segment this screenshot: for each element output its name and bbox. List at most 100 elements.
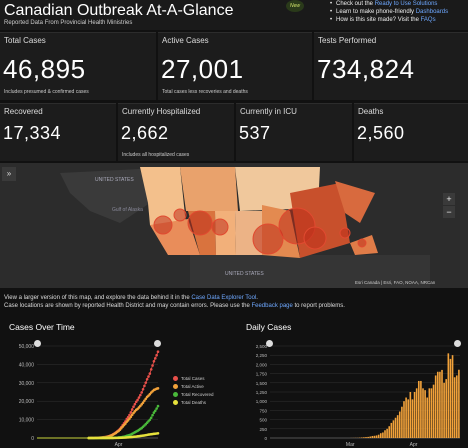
- chart-slider-handle[interactable]: [154, 340, 161, 347]
- data-point: [149, 416, 153, 420]
- solutions-link[interactable]: Ready to Use Solutions: [374, 1, 438, 7]
- chart-slider-handle[interactable]: [34, 340, 41, 347]
- header-link-item: • Check out the Ready to Use Solutions: [330, 0, 448, 8]
- bar: [398, 411, 401, 438]
- data-point: [153, 357, 157, 360]
- link-text: Check out the: [336, 1, 375, 7]
- y-tick-label: 2,250: [256, 353, 268, 358]
- x-tick-label: Mar: [346, 442, 355, 448]
- case-circle[interactable]: [252, 223, 284, 255]
- page-subtitle: Reported Data From Provincial Health Min…: [4, 20, 133, 26]
- bar: [443, 382, 445, 438]
- bar: [434, 375, 437, 438]
- y-tick-label: 30,000: [19, 381, 35, 387]
- explorer-link[interactable]: Case Data Explorer Tool: [191, 295, 257, 301]
- total-cases-note: Includes presumed & confirmed cases: [4, 89, 89, 95]
- zoom-out-button[interactable]: −: [443, 206, 455, 218]
- y-tick-label: 0: [264, 436, 267, 441]
- data-point: [148, 372, 152, 375]
- bar: [449, 358, 452, 438]
- bar: [409, 392, 412, 438]
- header-link-item: • How is this site made? Visit the FAQs: [330, 16, 448, 24]
- case-circle[interactable]: [173, 208, 187, 222]
- hospitalized-value: 2,662: [121, 123, 169, 143]
- bar: [377, 434, 380, 438]
- bar: [375, 435, 378, 438]
- case-circle[interactable]: [187, 210, 213, 236]
- bar: [373, 435, 376, 438]
- bar: [360, 437, 363, 438]
- bar: [379, 433, 382, 438]
- case-map[interactable]: UNITED STATES Gulf of Alaska UNITED STAT…: [0, 163, 468, 288]
- data-point: [151, 413, 154, 417]
- map-expand-button[interactable]: »: [2, 167, 16, 181]
- series-line: [37, 405, 159, 439]
- usa-region: [190, 255, 430, 288]
- chart-slider-handle[interactable]: [454, 340, 461, 347]
- bar: [394, 417, 397, 438]
- faqs-link[interactable]: FAQs: [420, 17, 436, 23]
- data-point: [130, 408, 134, 411]
- bullet-icon: •: [330, 1, 333, 7]
- case-circle[interactable]: [211, 218, 229, 236]
- bullet-icon: •: [330, 17, 333, 23]
- cases-legend: Total Cases Total Active Total Recovered…: [173, 376, 214, 408]
- data-point: [144, 397, 148, 401]
- x-tick-label: Apr: [115, 442, 123, 448]
- chart-slider-handle[interactable]: [266, 340, 273, 347]
- y-tick-label: 20,000: [19, 399, 35, 405]
- data-point: [128, 413, 131, 417]
- bar: [365, 437, 367, 438]
- y-tick-label: 1,250: [256, 390, 268, 395]
- legend-dot: [173, 392, 178, 397]
- data-point: [130, 413, 134, 417]
- bar: [432, 384, 435, 438]
- bar: [384, 430, 386, 438]
- legend-label: Total Deaths: [181, 400, 207, 405]
- y-tick-label: 500: [259, 418, 267, 423]
- data-point: [134, 400, 138, 404]
- active-cases-note: Total cases less recoveries and deaths: [162, 89, 248, 95]
- map-caption: View a larger version of this map, and e…: [4, 294, 464, 310]
- data-point: [143, 384, 146, 388]
- caption-line-1: View a larger version of this map, and e…: [4, 294, 464, 302]
- legend-item: Total Deaths: [173, 400, 214, 405]
- bar: [441, 369, 443, 438]
- feedback-link[interactable]: Feedback page: [251, 303, 293, 309]
- dashboards-link[interactable]: Dashboards: [415, 9, 449, 15]
- bar: [369, 436, 372, 438]
- bar: [405, 397, 407, 438]
- data-point: [156, 404, 160, 408]
- case-circle[interactable]: [153, 215, 173, 235]
- cases-over-time-chart: 0 10,000 20,000 30,000 40,000 50,000 Apr: [19, 344, 160, 448]
- map-label: UNITED STATES: [225, 271, 264, 277]
- link-text: How is this site made? Visit the: [336, 17, 421, 23]
- recovered-label: Recovered: [4, 107, 43, 116]
- legend-dot: [173, 400, 178, 405]
- map-attribution: Esri Canada | Esri, FAO, NOAA, NRCan: [355, 280, 436, 285]
- zoom-in-button[interactable]: +: [443, 193, 455, 205]
- legend-dot: [173, 376, 178, 381]
- data-point: [155, 407, 158, 410]
- labrador-region: [335, 181, 375, 223]
- y-tick-label: 0: [31, 436, 34, 442]
- tests-value: 734,824: [317, 54, 415, 84]
- yukon-region: [140, 167, 186, 225]
- data-point: [147, 375, 150, 378]
- map-canvas[interactable]: UNITED STATES Gulf of Alaska UNITED STAT…: [0, 163, 468, 288]
- caption-text: Case locations are shown by reported Hea…: [4, 303, 252, 309]
- data-point: [155, 353, 158, 357]
- bar: [424, 390, 426, 438]
- data-point: [141, 401, 145, 404]
- case-circle[interactable]: [357, 238, 367, 248]
- case-circle[interactable]: [303, 226, 327, 250]
- y-tick-label: 250: [259, 427, 267, 432]
- recovered-panel: Recovered 17,334: [0, 103, 116, 161]
- x-tick-label: Apr: [410, 442, 418, 448]
- data-point: [124, 422, 127, 425]
- bar: [382, 432, 384, 438]
- data-point: [145, 378, 149, 381]
- bar: [420, 380, 422, 438]
- case-circle[interactable]: [339, 227, 351, 239]
- data-point: [141, 387, 145, 391]
